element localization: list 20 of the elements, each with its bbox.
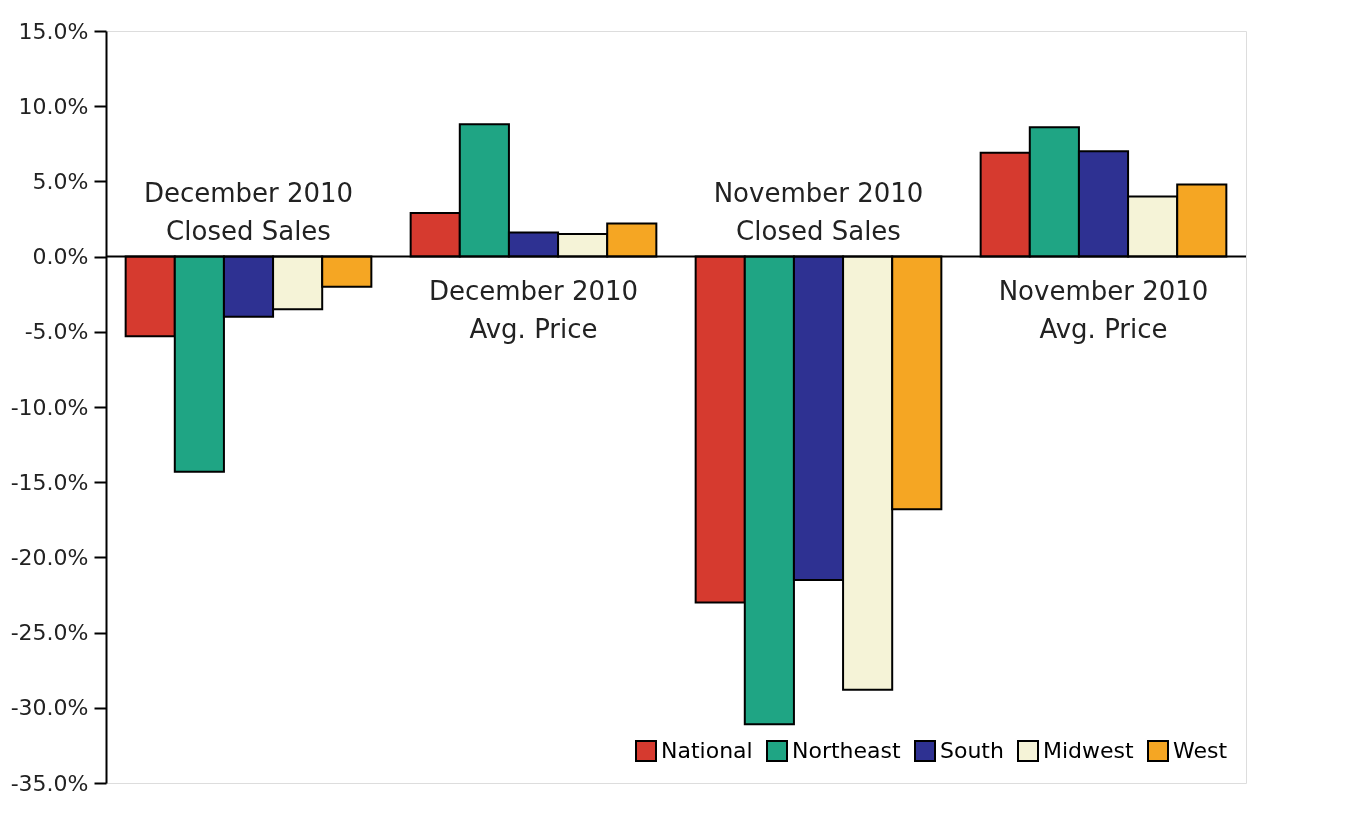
x-tick-label: November 2010 Closed Sales [713,177,924,246]
y-tick-label: -15.0% [10,469,89,495]
legend-label: South [940,738,1004,763]
x-tick-label: December 2010 Avg. Price [428,275,639,344]
y-tick-label: -25.0% [10,620,89,646]
legend-label: Northeast [792,738,902,763]
y-tick-label: 10.0% [18,93,89,119]
y-tick-label: 15.0% [18,18,89,44]
y-tick-label: -10.0% [10,394,89,420]
y-tick-label: -5.0% [24,319,89,345]
legend-label: West [1173,738,1228,763]
legend-label: Midwest [1043,738,1135,763]
x-tick-label: December 2010 Closed Sales [143,177,354,246]
x-tick-label: November 2010 Avg. Price [998,275,1209,344]
y-tick-label: -30.0% [10,695,89,721]
y-tick-label: 0.0% [32,244,89,270]
legend-label: National [661,738,753,763]
y-tick-label: -20.0% [10,544,89,570]
y-tick-label: -35.0% [10,770,89,796]
y-tick-label: 5.0% [32,168,89,194]
